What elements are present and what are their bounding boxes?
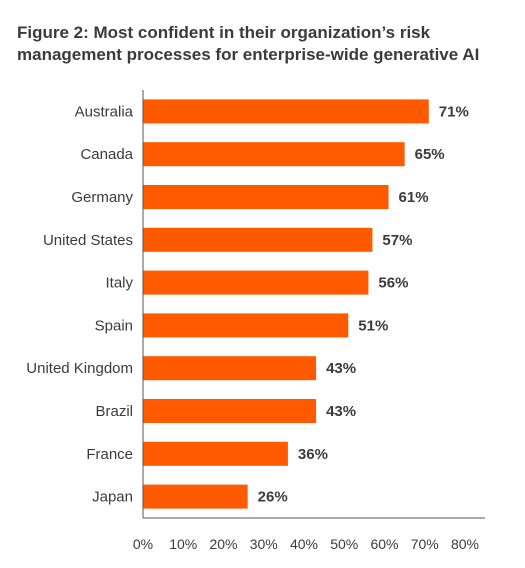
x-tick-label: 50% (330, 536, 358, 552)
bar (143, 441, 288, 466)
category-label: Canada (80, 146, 133, 163)
bar (143, 185, 389, 209)
bar (143, 313, 349, 338)
x-tick-label: 70% (411, 536, 439, 552)
bar (143, 270, 369, 295)
x-tick-label: 30% (250, 536, 278, 552)
data-label: 36% (298, 446, 328, 463)
category-label: United States (43, 232, 133, 249)
category-label: Australia (75, 103, 134, 120)
bar (143, 484, 248, 509)
x-tick-label: 20% (209, 536, 237, 552)
data-label: 43% (326, 360, 356, 377)
category-label: Germany (71, 189, 133, 206)
bar (143, 99, 429, 124)
x-tick-label: 0% (133, 536, 153, 552)
category-label: Japan (92, 489, 133, 506)
bar (143, 399, 317, 423)
bar (143, 227, 373, 252)
category-label: Brazil (95, 403, 133, 420)
x-tick-label: 80% (451, 536, 479, 552)
chart-title: Figure 2: Most confident in their organi… (17, 23, 480, 64)
data-label: 57% (382, 232, 412, 249)
data-label: 26% (258, 489, 288, 506)
bar (143, 356, 317, 381)
x-tick-label: 40% (290, 536, 318, 552)
data-label: 43% (326, 403, 356, 420)
data-label: 65% (415, 146, 445, 163)
category-label: Italy (105, 275, 133, 292)
category-label: Spain (95, 317, 133, 334)
bar (143, 142, 405, 167)
data-label: 56% (378, 275, 408, 292)
data-label: 71% (439, 103, 469, 120)
category-label: France (86, 446, 133, 463)
data-label: 61% (399, 189, 429, 206)
data-label: 51% (358, 317, 388, 334)
x-tick-label: 60% (370, 536, 398, 552)
category-label: United Kingdom (26, 360, 133, 377)
x-tick-label: 10% (169, 536, 197, 552)
